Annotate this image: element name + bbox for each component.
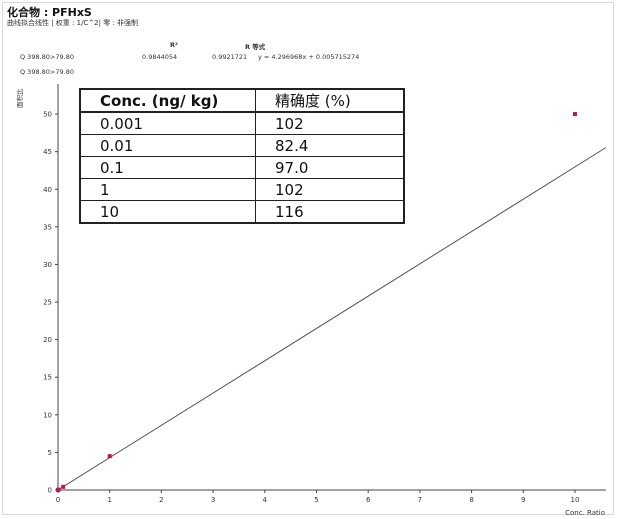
y-tick-label: 30 [43, 261, 52, 269]
x-tick-label: 6 [366, 496, 371, 504]
x-tick-label: 0 [56, 496, 60, 504]
y-tick-label: 45 [43, 148, 52, 156]
table-cell: 0.001 [79, 111, 256, 135]
compound-title: 化合物 : PFHxS [7, 6, 92, 19]
transition-row-label: Q 398.80>79.80 [20, 53, 74, 61]
fit-info: 曲线拟合线性 | 权重 : 1/C^2| 零 : 非强制 [7, 19, 139, 27]
table-row: 0.1 97.0 [79, 156, 405, 179]
table-cell: 82.4 [255, 134, 405, 157]
x-tick-label: 1 [107, 496, 111, 504]
table-row: 0.001 102 [79, 111, 405, 135]
chart-frame [2, 2, 614, 515]
y-tick-label: 15 [43, 374, 52, 382]
table-cell: 102 [255, 178, 405, 201]
fit-line [57, 147, 607, 491]
table-row: 10 116 [79, 200, 405, 224]
table-cell: 116 [255, 200, 405, 224]
data-point [107, 454, 112, 459]
data-point [56, 487, 61, 492]
table-cell: 102 [255, 111, 405, 135]
transition-label: Q 398.80>79.80 [20, 68, 74, 76]
x-tick-label: 3 [211, 496, 215, 504]
x-tick-label: 5 [314, 496, 318, 504]
x-tick-label: 10 [571, 496, 580, 504]
table-cell: 0.1 [79, 156, 256, 179]
y-tick-label: 20 [43, 336, 52, 344]
y-tick-label: 0 [48, 487, 52, 495]
table-header-conc: Conc. (ng/ kg) [79, 88, 256, 113]
y-tick-label: 40 [43, 186, 52, 194]
table-header-row: Conc. (ng/ kg) 精确度 (%) [79, 88, 405, 113]
y-tick-label: 50 [43, 111, 52, 119]
y-tick-label: 35 [43, 223, 52, 231]
x-tick-label: 4 [263, 496, 268, 504]
table-cell: 1 [79, 178, 256, 201]
x-tick-label: 8 [469, 496, 473, 504]
x-axis-label: Conc. Ratio [565, 509, 605, 517]
table-row: 0.01 82.4 [79, 134, 405, 157]
y-tick-label: 5 [48, 449, 52, 457]
points-group [56, 112, 577, 492]
fit-line-group [57, 147, 607, 491]
table-row: 1 102 [79, 178, 405, 201]
data-point [572, 112, 577, 117]
y-tick-label: 25 [43, 299, 52, 307]
y-tick-label: 10 [43, 411, 52, 419]
x-tick-label: 9 [521, 496, 525, 504]
precision-table: Conc. (ng/ kg) 精确度 (%) 0.001 102 0.01 82… [79, 88, 405, 224]
r2-header: R² [170, 41, 178, 49]
table-header-precision: 精确度 (%) [255, 88, 405, 113]
x-tick-label: 2 [159, 496, 163, 504]
table-cell: 97.0 [255, 156, 405, 179]
r-value: 0.9921721 [212, 53, 248, 61]
table-cell: 0.01 [79, 134, 256, 157]
equation-header: R 等式 [245, 43, 266, 51]
r2-value: 0.9844054 [142, 53, 178, 61]
data-point [61, 484, 66, 489]
equation-text: y = 4.296968x + 0.005715274 [258, 53, 360, 61]
table-cell: 10 [79, 200, 256, 224]
x-tick-label: 7 [418, 496, 422, 504]
